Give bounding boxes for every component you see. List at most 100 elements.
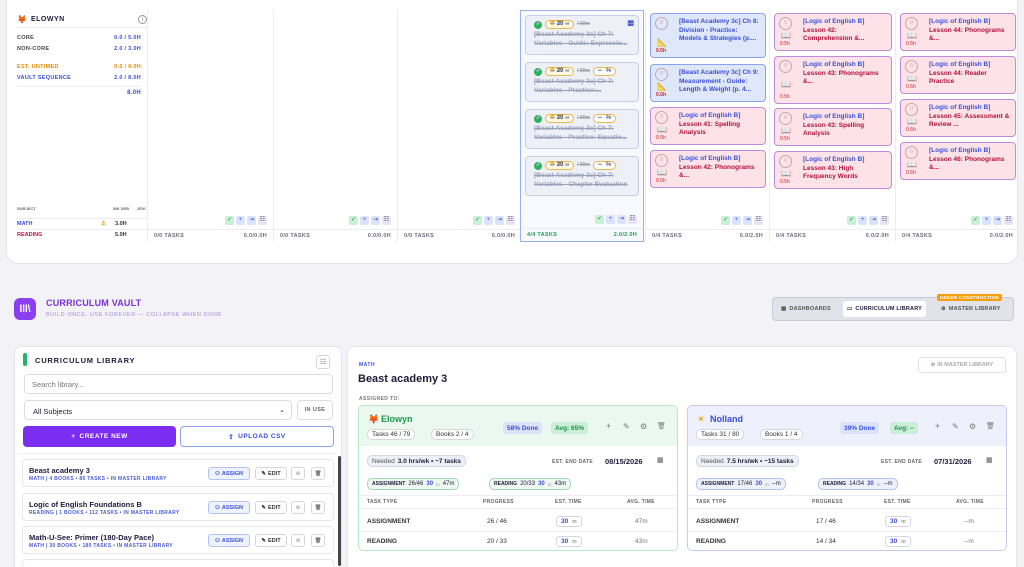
est-time-input[interactable]: 30 m: [885, 536, 911, 547]
circle-check-outline-icon[interactable]: ○: [779, 155, 792, 168]
scrollbar[interactable]: [338, 456, 341, 566]
add-icon[interactable]: +: [858, 216, 867, 225]
circle-check-outline-icon[interactable]: ○: [779, 112, 792, 125]
end-date-value[interactable]: 07/31/2026: [934, 457, 972, 466]
gear-icon[interactable]: ⚙: [640, 422, 648, 431]
list-icon[interactable]: ☷: [880, 216, 889, 225]
library-item[interactable]: Logic of English Foundations B READING |…: [22, 493, 334, 521]
list-icon[interactable]: ☷: [506, 216, 515, 225]
check-circle-icon[interactable]: ✓: [534, 161, 542, 170]
list-icon[interactable]: ☷: [754, 216, 763, 225]
circle-check-outline-icon[interactable]: ○: [655, 154, 668, 167]
trash-icon[interactable]: 🗑: [986, 423, 995, 430]
delete-button[interactable]: 🗑: [311, 501, 325, 514]
edit-button[interactable]: ✎ EDIT: [255, 534, 287, 547]
task-card[interactable]: ○ 📖 [Logic of English B] Lesson 46: Phonog…: [900, 142, 1016, 180]
move-icon[interactable]: ⇥: [371, 216, 380, 225]
assign-button[interactable]: ⚇ ASSIGN: [208, 501, 250, 514]
est-time-input[interactable]: 30 m: [885, 516, 911, 527]
move-icon[interactable]: ⇥: [495, 216, 504, 225]
task-card[interactable]: ○ 📖 [Logic of English B] Lesson 42: Phonog…: [650, 150, 766, 188]
task-card[interactable]: ○ 📖 [Logic of English B] Lesson 44: Reader…: [900, 56, 1016, 94]
library-search-input[interactable]: [24, 374, 333, 394]
est-time-input[interactable]: 30 m: [556, 516, 582, 527]
task-card-done[interactable]: ✓ ⏱ 30 M/ 30m --% [Beast Academy 3c] Ch 7: V…: [525, 109, 639, 149]
pencil-icon[interactable]: ✎: [623, 422, 630, 431]
gear-icon[interactable]: ⚙: [969, 422, 977, 431]
edit-button[interactable]: ✎ EDIT: [255, 467, 287, 480]
add-icon[interactable]: +: [606, 215, 615, 224]
assign-button[interactable]: ⚇ ASSIGN: [208, 467, 250, 480]
move-icon[interactable]: ⇥: [993, 216, 1002, 225]
task-card[interactable]: ○ 📐 [Beast Academy 3c] Ch 8: Division - Pr…: [650, 13, 766, 58]
check-circle-icon[interactable]: ✓: [534, 114, 542, 123]
pencil-icon[interactable]: ✎: [952, 422, 959, 431]
circle-check-outline-icon[interactable]: ○: [655, 111, 668, 124]
task-card-done[interactable]: ✓ ⏱ 30 M/ 30m --% [Beast Academy 3c] Ch 7: V…: [525, 156, 639, 196]
subject-filter-select[interactable]: All Subjects ⌄: [24, 400, 292, 420]
create-new-button[interactable]: + CREATE NEW: [23, 426, 176, 447]
assign-button[interactable]: ⚇ ASSIGN: [208, 534, 250, 547]
in-use-toggle[interactable]: IN USE: [297, 400, 333, 420]
task-card[interactable]: ○ 📖 [Logic of English B] Lesson 44: Phonog…: [900, 13, 1016, 51]
delete-button[interactable]: 🗑: [311, 534, 325, 547]
tab-master-library[interactable]: ⊕ MASTER LIBRARY: [941, 306, 1001, 312]
add-icon[interactable]: +: [935, 421, 941, 431]
check-icon[interactable]: ✓: [847, 216, 856, 225]
calendar-icon[interactable]: ▦: [627, 20, 634, 28]
task-card[interactable]: ○ 📖 [Logic of English B] Lesson 43: High F…: [774, 151, 892, 189]
add-icon[interactable]: +: [484, 216, 493, 225]
check-icon[interactable]: ✓: [721, 216, 730, 225]
library-item[interactable]: Math-U-See: Primer (180-Day Pace) MATH |…: [22, 526, 334, 554]
calendar-icon[interactable]: ▦: [986, 457, 993, 464]
check-icon[interactable]: ✓: [971, 216, 980, 225]
delete-button[interactable]: 🗑: [311, 467, 325, 480]
circle-check-outline-icon[interactable]: ○: [779, 17, 792, 30]
add-icon[interactable]: +: [360, 216, 369, 225]
add-icon[interactable]: +: [982, 216, 991, 225]
task-card[interactable]: ○ 📖 [Logic of English B] Lesson 42: Compre…: [774, 13, 892, 51]
library-item[interactable]: Beast academy 3 MATH | 4 BOOKS • 80 TASK…: [22, 459, 334, 487]
list-icon[interactable]: ☷: [1004, 216, 1013, 225]
check-icon[interactable]: ✓: [349, 216, 358, 225]
circle-check-outline-icon[interactable]: ○: [905, 60, 918, 73]
tab-curriculum-library[interactable]: ▭ CURRICULUM LIBRARY: [843, 301, 927, 317]
task-card-done[interactable]: ✓ ⏱ 30 M/ 30m ▦ [Beast Academy 3c] Ch 7: Var…: [525, 15, 639, 55]
move-icon[interactable]: ⇥: [247, 216, 256, 225]
check-icon[interactable]: ✓: [595, 215, 604, 224]
task-card[interactable]: ○ 📖 [Logic of English B] Lesson 43: Spelli…: [774, 108, 892, 146]
list-icon[interactable]: ☷: [258, 216, 267, 225]
info-icon[interactable]: i: [138, 15, 147, 24]
list-icon[interactable]: ☷: [382, 216, 391, 225]
upload-csv-button[interactable]: ⇪ UPLOAD CSV: [180, 426, 334, 447]
task-card[interactable]: ○ 📖 [Logic of English B] Lesson 41: Spelli…: [650, 107, 766, 145]
end-date-value[interactable]: 08/15/2026: [605, 457, 643, 466]
check-circle-icon[interactable]: ✓: [534, 20, 542, 29]
circle-check-outline-icon[interactable]: ○: [655, 68, 668, 81]
calendar-icon[interactable]: ▦: [657, 457, 664, 464]
task-card[interactable]: ○ 📖 [Logic of English B] Lesson 45: Assess…: [900, 99, 1016, 137]
check-icon[interactable]: ✓: [473, 216, 482, 225]
circle-check-outline-icon[interactable]: ○: [905, 103, 918, 116]
task-card-done[interactable]: ✓ ⏱ 30 M/ 30m --% [Beast Academy 3c] Ch 7: V…: [525, 62, 639, 102]
check-icon[interactable]: ✓: [225, 216, 234, 225]
check-circle-icon[interactable]: ✓: [534, 67, 542, 76]
globe-button[interactable]: ⊕: [291, 501, 305, 514]
collapse-icon[interactable]: ☷: [316, 355, 330, 369]
list-icon[interactable]: ☷: [628, 215, 637, 224]
move-icon[interactable]: ⇥: [617, 215, 626, 224]
circle-check-outline-icon[interactable]: ○: [655, 17, 668, 30]
est-time-input[interactable]: 30 m: [556, 536, 582, 547]
move-icon[interactable]: ⇥: [743, 216, 752, 225]
add-icon[interactable]: +: [236, 216, 245, 225]
add-icon[interactable]: +: [606, 421, 612, 431]
task-card[interactable]: ○ 📐 [Beast Academy 3c] Ch 9: Measurement -…: [650, 64, 766, 102]
trash-icon[interactable]: 🗑: [657, 423, 666, 430]
move-icon[interactable]: ⇥: [869, 216, 878, 225]
add-icon[interactable]: +: [732, 216, 741, 225]
library-item-partial[interactable]: [22, 559, 334, 567]
tab-dashboards[interactable]: ▦ DASHBOARDS: [781, 306, 831, 312]
globe-button[interactable]: ⊕: [291, 534, 305, 547]
task-card[interactable]: ○ 📖 [Logic of English B] Lesson 43: Phonog…: [774, 56, 892, 104]
circle-check-outline-icon[interactable]: ○: [905, 146, 918, 159]
